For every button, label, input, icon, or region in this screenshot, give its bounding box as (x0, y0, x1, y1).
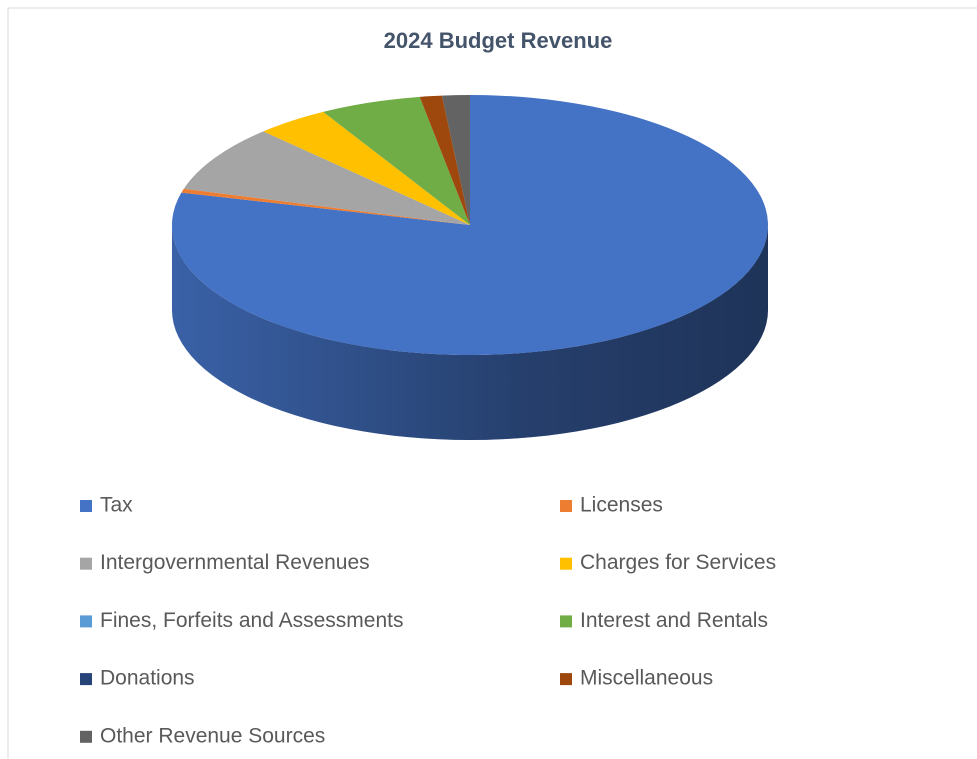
legend-label: Fines, Forfeits and Assessments (100, 609, 403, 632)
legend-label: Intergovernmental Revenues (100, 551, 370, 574)
chart-title: 2024 Budget Revenue (384, 28, 613, 53)
legend-label: Charges for Services (580, 551, 776, 574)
legend-swatch (80, 500, 92, 512)
legend-swatch (80, 673, 92, 686)
slice (441, 95, 470, 225)
legend-swatch (560, 615, 572, 628)
legend-swatch (560, 500, 572, 512)
slice (172, 95, 768, 356)
slice (419, 95, 470, 226)
chart-frame (7, 7, 977, 759)
legend-label: Licenses (580, 494, 663, 517)
slice (181, 188, 470, 225)
legend-label: Interest and Rentals (580, 609, 768, 632)
legend-label: Tax (100, 494, 133, 517)
slice (263, 111, 470, 225)
slice-side-shade (172, 225, 768, 440)
legend-swatch (80, 557, 92, 570)
legend: Tax Licenses Intergovernmental Revenues Cha… (80, 494, 776, 747)
legend-label: Other Revenue Sources (100, 724, 325, 747)
slice (323, 96, 470, 225)
legend-swatch (560, 557, 572, 570)
legend-swatch (80, 615, 92, 628)
legend-label: Donations (100, 667, 195, 690)
legend-swatch (80, 730, 92, 743)
legend-swatch (560, 673, 572, 686)
pie (172, 95, 768, 440)
legend-label: Miscellaneous (580, 667, 713, 690)
slice (183, 131, 470, 225)
